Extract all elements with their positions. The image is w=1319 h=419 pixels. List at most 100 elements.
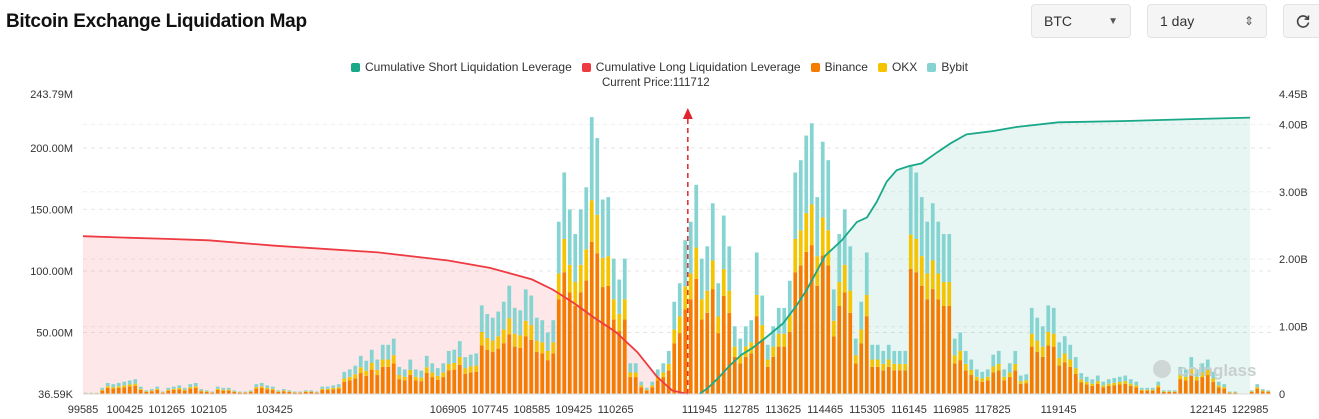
bar[interactable]: [1040, 326, 1045, 394]
bar[interactable]: [820, 141, 825, 394]
bar[interactable]: [683, 240, 688, 394]
bar[interactable]: [919, 197, 924, 394]
bar[interactable]: [1222, 384, 1227, 394]
bar[interactable]: [133, 379, 138, 394]
bar[interactable]: [875, 344, 880, 394]
bar[interactable]: [468, 354, 473, 394]
bar[interactable]: [952, 338, 957, 394]
bar[interactable]: [738, 338, 743, 394]
bar[interactable]: [1216, 381, 1221, 394]
bar[interactable]: [804, 135, 809, 394]
bar[interactable]: [985, 369, 990, 394]
bar[interactable]: [210, 391, 215, 394]
bar[interactable]: [771, 326, 776, 394]
bar[interactable]: [375, 359, 380, 394]
bar[interactable]: [666, 350, 671, 394]
bar[interactable]: [1084, 376, 1089, 394]
bar[interactable]: [694, 184, 699, 394]
bar[interactable]: [628, 363, 633, 394]
bar[interactable]: [1167, 390, 1172, 394]
bar[interactable]: [661, 363, 666, 394]
bar[interactable]: [265, 385, 270, 394]
bar[interactable]: [562, 172, 567, 395]
bar[interactable]: [743, 326, 748, 394]
bar[interactable]: [1112, 378, 1117, 394]
bar[interactable]: [292, 391, 297, 394]
bar[interactable]: [936, 221, 941, 394]
bar[interactable]: [556, 221, 561, 394]
bar[interactable]: [1249, 390, 1254, 394]
bar[interactable]: [1161, 390, 1166, 394]
bar[interactable]: [342, 371, 347, 394]
bar[interactable]: [859, 301, 864, 394]
bar[interactable]: [160, 391, 165, 394]
bar[interactable]: [182, 387, 187, 394]
bar[interactable]: [672, 301, 677, 394]
bar[interactable]: [958, 332, 963, 394]
bar[interactable]: [441, 363, 446, 394]
bar[interactable]: [248, 390, 253, 394]
bar[interactable]: [215, 386, 220, 394]
bar[interactable]: [589, 117, 594, 394]
legend-item-binance[interactable]: Binance: [810, 60, 868, 74]
bar[interactable]: [331, 385, 336, 394]
bar[interactable]: [886, 344, 891, 394]
bar[interactable]: [969, 359, 974, 394]
bar[interactable]: [721, 215, 726, 394]
bar[interactable]: [793, 172, 798, 395]
legend-item-okx[interactable]: OKX: [877, 60, 917, 74]
bar[interactable]: [551, 320, 556, 394]
bar[interactable]: [281, 389, 286, 394]
bar[interactable]: [122, 381, 127, 394]
bar[interactable]: [749, 320, 754, 394]
legend-item-long[interactable]: Cumulative Long Liquidation Leverage: [581, 60, 801, 74]
bar[interactable]: [100, 387, 105, 394]
bar[interactable]: [408, 359, 413, 394]
bar[interactable]: [1101, 381, 1106, 394]
bar[interactable]: [600, 199, 605, 394]
bar[interactable]: [892, 350, 897, 394]
bar[interactable]: [545, 332, 550, 394]
bar[interactable]: [963, 350, 968, 394]
bar[interactable]: [947, 234, 952, 394]
bar[interactable]: [705, 246, 710, 394]
bar[interactable]: [930, 203, 935, 394]
bar[interactable]: [622, 258, 627, 394]
bar[interactable]: [677, 283, 682, 394]
bar[interactable]: [1255, 384, 1260, 394]
bar[interactable]: [1046, 305, 1051, 394]
bar[interactable]: [1018, 375, 1023, 394]
legend-item-bybit[interactable]: Bybit: [927, 60, 968, 74]
bar[interactable]: [903, 350, 908, 394]
bar[interactable]: [446, 350, 451, 394]
bar[interactable]: [1068, 344, 1073, 394]
bar[interactable]: [716, 283, 721, 394]
bar[interactable]: [1090, 379, 1095, 394]
bar[interactable]: [578, 209, 583, 394]
bar[interactable]: [881, 350, 886, 394]
bar[interactable]: [435, 368, 440, 394]
bar[interactable]: [1095, 375, 1100, 394]
bar[interactable]: [573, 234, 578, 394]
bar[interactable]: [314, 391, 319, 394]
bar[interactable]: [688, 221, 693, 394]
bar[interactable]: [149, 389, 154, 394]
bar[interactable]: [193, 382, 198, 394]
bar[interactable]: [1178, 366, 1183, 394]
bar[interactable]: [1172, 390, 1177, 394]
bar[interactable]: [309, 390, 314, 394]
bar[interactable]: [617, 279, 622, 394]
bar[interactable]: [534, 317, 539, 394]
bar[interactable]: [397, 366, 402, 394]
bar[interactable]: [1007, 363, 1012, 394]
bar[interactable]: [1035, 317, 1040, 394]
bar[interactable]: [325, 386, 330, 394]
bar[interactable]: [320, 386, 325, 394]
bar[interactable]: [402, 369, 407, 394]
bar[interactable]: [485, 314, 490, 394]
bar[interactable]: [809, 123, 814, 394]
bar[interactable]: [1211, 371, 1216, 394]
bar[interactable]: [1183, 369, 1188, 394]
bar[interactable]: [171, 386, 176, 394]
bar[interactable]: [1233, 391, 1238, 394]
